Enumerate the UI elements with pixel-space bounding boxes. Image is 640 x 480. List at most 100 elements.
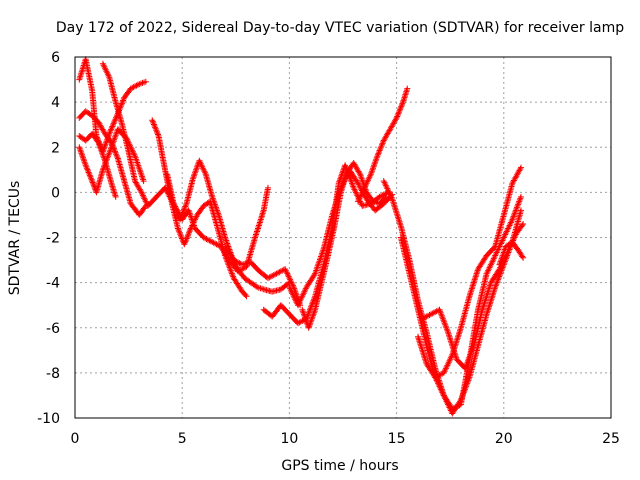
- data-point: [170, 200, 177, 207]
- x-tick-label: 10: [280, 431, 298, 447]
- y-tick-label: 0: [51, 185, 60, 201]
- data-point: [519, 253, 526, 260]
- data-point: [140, 178, 147, 185]
- data-point: [519, 222, 526, 229]
- data-point: [311, 272, 318, 278]
- x-tick-label: 0: [71, 431, 80, 447]
- data-point: [518, 164, 524, 171]
- y-tick-label: -4: [46, 276, 60, 292]
- series-arc-12: [355, 85, 411, 205]
- data-point: [182, 238, 189, 245]
- x-tick-label: 5: [178, 431, 187, 447]
- data-point: [174, 225, 181, 232]
- data-point: [84, 166, 91, 173]
- data-point: [152, 125, 159, 132]
- data-point: [393, 114, 400, 121]
- y-tick-label: -6: [46, 321, 60, 337]
- series-arc-7: [164, 157, 293, 295]
- data-point: [149, 117, 156, 124]
- data-point: [107, 127, 114, 134]
- series-arc-6: [149, 117, 250, 300]
- y-axis-label: SDTVAR / TECUs: [7, 181, 23, 296]
- data-point: [185, 231, 192, 238]
- y-tick-label: -10: [37, 411, 60, 427]
- data-point: [392, 116, 399, 123]
- data-point: [111, 119, 118, 126]
- data-point: [265, 184, 271, 191]
- data-points: [76, 56, 527, 417]
- chart-title: Day 172 of 2022, Sidereal Day-to-day VTE…: [56, 20, 624, 36]
- data-point: [134, 81, 141, 88]
- data-point: [396, 107, 403, 114]
- data-point: [243, 293, 250, 300]
- data-point: [90, 180, 97, 187]
- data-point: [186, 228, 193, 235]
- data-point: [114, 154, 121, 161]
- data-point: [83, 165, 90, 172]
- data-point: [377, 146, 384, 153]
- series-arc-2: [76, 108, 149, 218]
- data-point: [183, 235, 190, 242]
- grid-lines: [75, 57, 611, 418]
- data-point: [175, 226, 182, 233]
- data-point: [518, 207, 524, 214]
- plot-frame: [74, 56, 612, 419]
- data-point: [112, 149, 119, 156]
- data-point: [177, 232, 184, 239]
- data-point: [150, 121, 157, 128]
- data-point: [520, 254, 527, 261]
- data-point: [378, 143, 385, 150]
- x-tick-label: 20: [495, 431, 513, 447]
- data-point: [242, 292, 249, 298]
- data-point: [182, 203, 189, 210]
- data-point: [86, 172, 93, 179]
- data-point: [178, 212, 185, 219]
- data-point: [394, 112, 401, 118]
- data-point: [112, 193, 119, 200]
- data-point: [379, 141, 385, 148]
- data-point: [187, 226, 194, 233]
- y-axis-tick-labels: -10 -8 -6 -4 -2 0 2 4 6: [37, 50, 60, 427]
- data-point: [152, 124, 159, 131]
- data-point: [94, 138, 101, 145]
- data-point: [112, 116, 119, 123]
- series-arc-17: [496, 239, 527, 268]
- data-point: [181, 206, 188, 213]
- series-arc-8: [222, 243, 304, 309]
- data-point: [149, 118, 156, 125]
- data-point: [87, 173, 94, 180]
- data-point: [376, 147, 383, 154]
- data-point: [174, 209, 181, 216]
- data-point: [85, 169, 92, 176]
- data-point: [518, 193, 524, 200]
- data-point: [375, 150, 382, 157]
- data-point: [177, 215, 184, 221]
- data-point: [182, 202, 189, 209]
- series-arc-4: [76, 130, 119, 200]
- x-tick-label: 25: [602, 431, 620, 447]
- data-point: [142, 78, 149, 85]
- data-point: [171, 202, 178, 209]
- data-point: [154, 130, 161, 137]
- y-tick-label: -2: [46, 231, 60, 247]
- data-point: [184, 234, 191, 241]
- data-point: [517, 166, 524, 172]
- data-point: [82, 162, 89, 169]
- x-tick-label: 15: [388, 431, 406, 447]
- data-point: [176, 229, 183, 236]
- y-tick-label: 2: [51, 140, 60, 156]
- data-point: [404, 85, 411, 92]
- data-point: [179, 210, 186, 217]
- data-point: [374, 151, 381, 158]
- data-point: [398, 103, 405, 110]
- data-point: [520, 221, 527, 227]
- data-point: [457, 398, 464, 405]
- x-axis-tick-labels: 0 5 10 15 20 25: [71, 431, 620, 447]
- x-axis-label: GPS time / hours: [281, 458, 398, 474]
- data-point: [110, 122, 116, 128]
- y-tick-label: 6: [51, 50, 60, 66]
- data-point: [88, 176, 95, 183]
- y-tick-label: 4: [51, 95, 60, 111]
- data-point: [178, 234, 185, 241]
